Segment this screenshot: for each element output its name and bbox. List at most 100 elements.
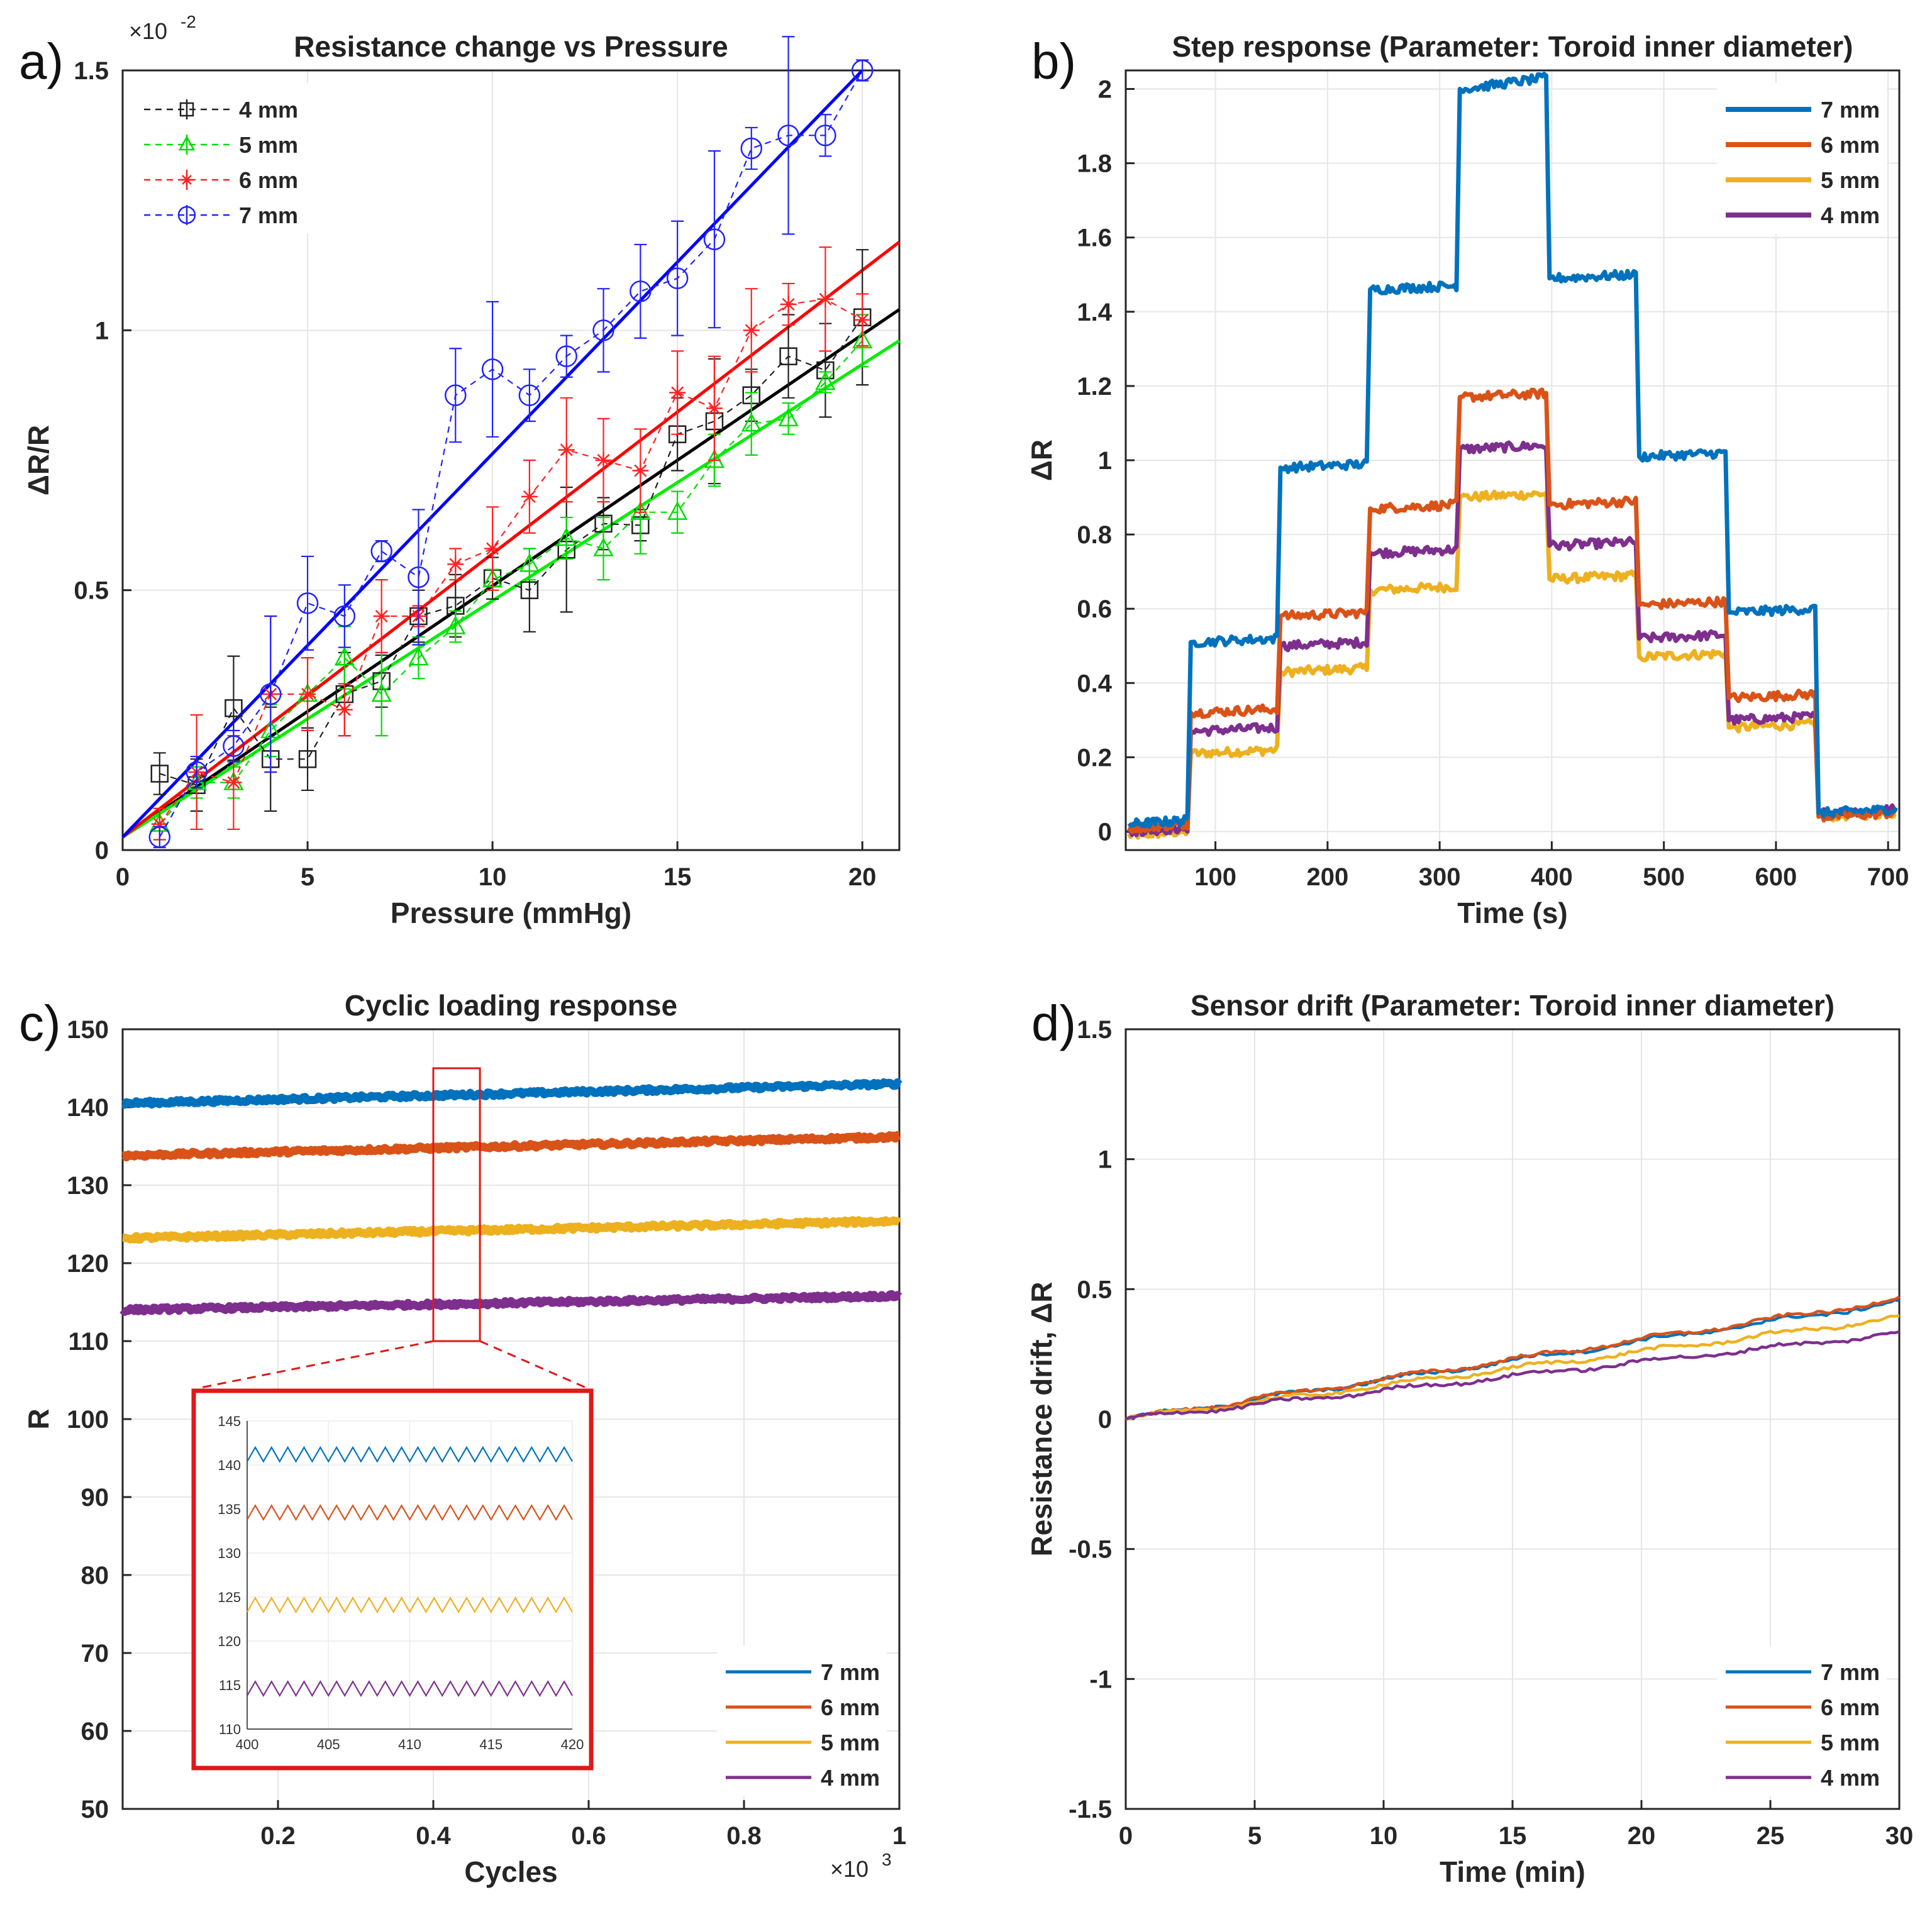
series-line — [1126, 440, 1897, 837]
data-point — [815, 371, 836, 390]
data-point — [595, 452, 612, 468]
error-bar — [486, 301, 499, 438]
data-point — [445, 615, 466, 634]
series-line — [1127, 72, 1898, 829]
data-point — [667, 501, 688, 520]
y-tick-label: 50 — [81, 1796, 109, 1823]
inset-y-tick-label: 135 — [218, 1501, 241, 1517]
zoom-region — [432, 1067, 481, 1342]
series-line — [120, 1216, 902, 1244]
y-tick-label: 1.8 — [1077, 150, 1112, 178]
x-multiplier-exponent: 3 — [882, 1850, 892, 1869]
series-line — [158, 340, 863, 825]
data-point — [555, 345, 577, 367]
x-tick-label: 200 — [1306, 863, 1348, 891]
data-point — [706, 400, 723, 417]
x-tick-label: 5 — [1248, 1822, 1262, 1850]
error-bar — [634, 243, 647, 339]
chart-title: Cyclic loading response — [345, 989, 677, 1022]
data-point — [817, 290, 834, 307]
y-tick-label: 90 — [81, 1484, 109, 1512]
x-tick-label: 0.8 — [726, 1822, 762, 1850]
x-tick-label: 10 — [1370, 1822, 1398, 1850]
data-point — [814, 124, 836, 146]
error-bar — [671, 220, 684, 336]
error-bar — [597, 516, 610, 581]
y-axis-label: R — [22, 1408, 55, 1429]
data-point — [666, 267, 689, 289]
x-axis-label: Time (min) — [1440, 1855, 1585, 1888]
x-tick-label: 0.2 — [260, 1822, 296, 1850]
data-point — [704, 449, 725, 468]
series-line — [120, 1078, 902, 1109]
error-bar — [597, 288, 610, 373]
data-point — [371, 683, 392, 702]
legend-entry: 5 mm — [1821, 167, 1880, 193]
y-tick-label: 0 — [1098, 818, 1112, 846]
x-tick-label: 0.4 — [416, 1822, 451, 1850]
error-bar — [708, 150, 721, 329]
chart-panel-1: 100 200 300 400 500 600 700 0 0.2 0.4 0.6 0.8 1 1.2 1.… — [1025, 30, 1909, 929]
x-axis-label: Cycles — [464, 1855, 557, 1888]
chart-title: Resistance change vs Pressure — [294, 30, 728, 63]
series-line — [159, 317, 863, 786]
y-tick-label: 1 — [1098, 447, 1112, 475]
y-multiplier-exponent: -2 — [180, 12, 196, 31]
inset-frame — [191, 1388, 594, 1771]
data-point — [630, 501, 651, 520]
x-tick-label: 600 — [1755, 863, 1797, 891]
y-axis-label: ΔR — [1025, 439, 1058, 481]
data-point — [556, 527, 577, 546]
data-point — [259, 683, 282, 705]
y-axis-label: ΔR/R — [22, 425, 55, 495]
data-point — [519, 553, 540, 572]
y-tick-label: -1 — [1089, 1666, 1112, 1693]
x-tick-label: 20 — [848, 863, 877, 891]
x-tick-label: 5 — [301, 863, 314, 891]
legend-entry: 6 mm — [1821, 132, 1880, 158]
x-tick-label: 400 — [1531, 863, 1573, 891]
fit-line — [121, 69, 863, 839]
data-point — [334, 646, 355, 666]
x-tick-label: 10 — [479, 863, 507, 891]
y-tick-label: 100 — [67, 1406, 109, 1434]
chart-panel-2: 0.2 0.4 0.6 0.8 1506070809010011012013014015… — [19, 989, 906, 1888]
legend-entry: 7 mm — [239, 202, 298, 228]
data-point — [373, 608, 390, 624]
axes-box — [121, 69, 901, 851]
inset-x-tick-label: 420 — [561, 1737, 584, 1752]
error-bar — [264, 615, 277, 773]
data-point — [481, 358, 504, 380]
y-multiplier: ×10 — [129, 18, 167, 44]
x-tick-label: 0.6 — [571, 1822, 606, 1850]
y-tick-label: 0.2 — [1077, 744, 1112, 771]
series-line — [1125, 1314, 1900, 1421]
error-bar — [560, 334, 573, 378]
series-line — [119, 1290, 902, 1316]
inset-series-line — [247, 1504, 573, 1522]
data-point — [558, 441, 575, 458]
legend-entry: 4 mm — [239, 97, 298, 123]
y-tick-label: 140 — [67, 1094, 109, 1122]
y-tick-label: 0.4 — [1077, 670, 1112, 697]
inset-y-tick-label: 125 — [218, 1589, 241, 1605]
y-tick-label: 120 — [67, 1250, 109, 1278]
data-point — [151, 815, 168, 832]
data-point — [779, 347, 797, 365]
inset-x-tick-label: 405 — [317, 1737, 340, 1752]
y-tick-label: 1.5 — [74, 57, 109, 85]
x-tick-label: 20 — [1628, 1822, 1656, 1850]
data-point — [370, 540, 392, 562]
data-point — [630, 280, 652, 302]
x-tick-label: 700 — [1867, 863, 1909, 891]
y-tick-label: 130 — [67, 1172, 109, 1200]
error-bar — [301, 555, 314, 651]
error-bar — [671, 490, 684, 534]
error-bar — [745, 126, 758, 170]
series-line — [1125, 1298, 1900, 1421]
zoom-connector — [479, 1340, 588, 1390]
chart-title: Sensor drift (Parameter: Toroid inner di… — [1191, 989, 1835, 1022]
series-line — [1127, 489, 1897, 840]
x-axis-label: Pressure (mmHg) — [391, 897, 631, 929]
y-tick-label: 150 — [67, 1016, 109, 1044]
